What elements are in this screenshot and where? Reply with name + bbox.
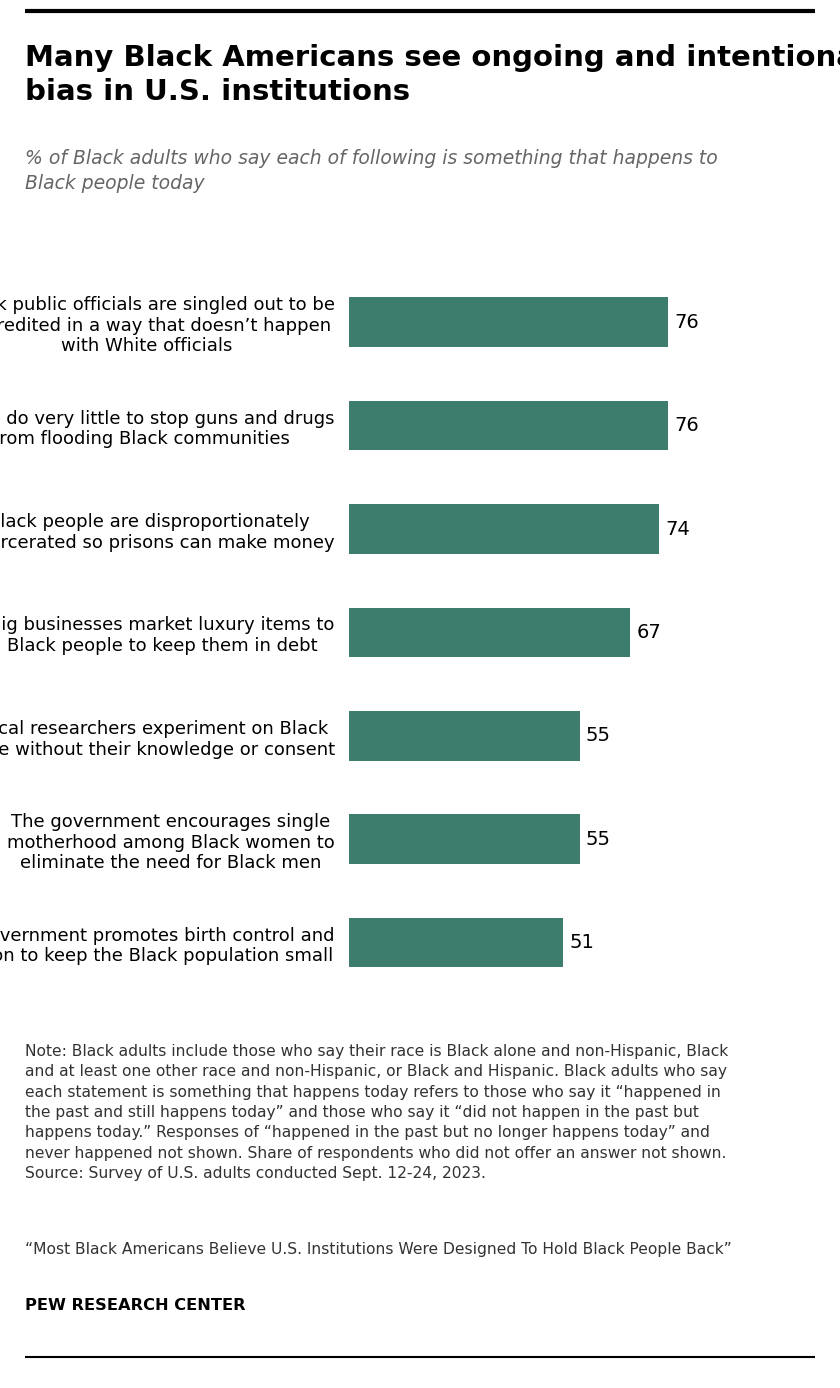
Text: Note: Black adults include those who say their race is Black alone and non-Hispa: Note: Black adults include those who say…: [25, 1044, 728, 1181]
Bar: [349, 815, 580, 865]
Text: 55: 55: [586, 830, 611, 848]
Text: 74: 74: [666, 519, 690, 539]
Text: 51: 51: [570, 933, 594, 952]
Text: 76: 76: [675, 312, 699, 332]
Text: 55: 55: [586, 726, 611, 745]
Bar: [349, 711, 580, 761]
Bar: [349, 608, 630, 658]
Text: Many Black Americans see ongoing and intentional
bias in U.S. institutions: Many Black Americans see ongoing and int…: [25, 44, 840, 105]
Bar: [349, 401, 668, 451]
Text: % of Black adults who say each of following is something that happens to
Black p: % of Black adults who say each of follow…: [25, 149, 718, 193]
Bar: [349, 297, 668, 347]
Text: “Most Black Americans Believe U.S. Institutions Were Designed To Hold Black Peop: “Most Black Americans Believe U.S. Insti…: [25, 1242, 732, 1258]
Text: 76: 76: [675, 416, 699, 434]
Bar: [349, 917, 563, 967]
Text: 67: 67: [637, 623, 661, 641]
Text: PEW RESEARCH CENTER: PEW RESEARCH CENTER: [25, 1298, 246, 1313]
Bar: [349, 504, 659, 554]
